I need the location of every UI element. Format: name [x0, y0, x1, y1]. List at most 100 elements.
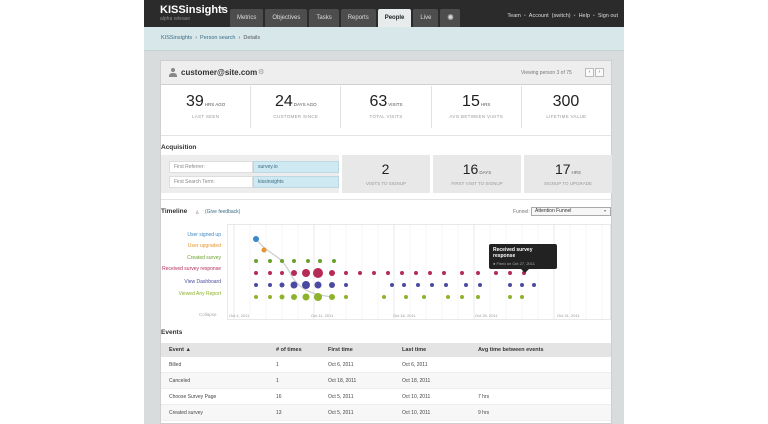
timeline-event-dot[interactable]: [254, 259, 258, 263]
timeline-event-dot[interactable]: [291, 270, 297, 276]
timeline-event-dot[interactable]: [358, 271, 362, 275]
timeline-event-dot[interactable]: [428, 271, 432, 275]
gear-icon[interactable]: ✺: [440, 9, 461, 27]
col-first-time[interactable]: First time: [328, 347, 353, 353]
timeline-event-dot[interactable]: [508, 283, 512, 287]
timeline-event-dot[interactable]: [442, 271, 446, 275]
breadcrumb-root[interactable]: KISSinsights: [161, 35, 193, 41]
timeline-event-dot[interactable]: [313, 268, 323, 278]
tab-people[interactable]: People: [377, 9, 412, 27]
timeline-event-dot[interactable]: [430, 283, 434, 287]
prev-person-button[interactable]: ‹: [585, 68, 594, 77]
timeline-event-dot[interactable]: [460, 271, 464, 275]
timeline-event-dot[interactable]: [261, 247, 267, 253]
timeline-event-dot[interactable]: [344, 271, 348, 275]
timeline-event-dot[interactable]: [280, 259, 284, 263]
timeline-event-dot[interactable]: [302, 269, 310, 277]
chevron-down-icon[interactable]: ▼: [219, 6, 226, 13]
col-times[interactable]: # of times: [276, 347, 302, 353]
col-last-time[interactable]: Last time: [402, 347, 427, 353]
timeline-event-dot[interactable]: [279, 294, 285, 300]
timeline-event-dot[interactable]: [329, 294, 335, 300]
collapse-link[interactable]: Collapse: [199, 312, 217, 317]
timeline-event-dot[interactable]: [460, 295, 464, 299]
tab-metrics[interactable]: Metrics: [230, 9, 264, 27]
timeline-event-dot[interactable]: [476, 271, 480, 275]
col-event[interactable]: Event ▲: [169, 347, 191, 353]
timeline-event-dot[interactable]: [382, 295, 386, 299]
next-person-button[interactable]: ›: [595, 68, 604, 77]
timeline-event-dot[interactable]: [520, 295, 524, 299]
timeline-event-dot[interactable]: [290, 281, 298, 289]
funnel-select[interactable]: Attention Funnel: [531, 207, 611, 216]
timeline-event-dot[interactable]: [291, 294, 297, 300]
table-row[interactable]: Choose Survey Page 16 Oct 5, 2011 Oct 10…: [161, 389, 611, 405]
timeline-event-dot[interactable]: [268, 295, 272, 299]
timeline-event-dot[interactable]: [254, 295, 258, 299]
timeline-event-dot[interactable]: [390, 283, 394, 287]
tab-live[interactable]: Live: [413, 9, 439, 27]
timeline-event-dot[interactable]: [253, 236, 259, 242]
timeline-event-dot[interactable]: [476, 295, 480, 299]
cell-event: Canceled: [169, 378, 191, 384]
table-row[interactable]: Created survey 13 Oct 5, 2011 Oct 10, 20…: [161, 405, 611, 421]
timeline-event-dot[interactable]: [268, 283, 272, 287]
timeline-event-dot[interactable]: [416, 283, 420, 287]
timeline-event-dot[interactable]: [254, 271, 258, 275]
first-referrer-value[interactable]: survey.io: [253, 161, 339, 173]
tab-objectives[interactable]: Objectives: [265, 9, 308, 27]
timeline-event-dot[interactable]: [344, 295, 348, 299]
timeline-event-dot[interactable]: [402, 283, 406, 287]
timeline-event-dot[interactable]: [332, 259, 336, 263]
timeline-event-dot[interactable]: [329, 282, 335, 288]
tab-tasks[interactable]: Tasks: [309, 9, 339, 27]
timeline-event-dot[interactable]: [400, 271, 404, 275]
timeline-event-dot[interactable]: [292, 259, 296, 263]
team-link[interactable]: Team: [507, 13, 521, 19]
timeline-event-dot[interactable]: [444, 283, 448, 287]
timeline-event-dot[interactable]: [318, 259, 322, 263]
timeline-event-dot[interactable]: [520, 283, 524, 287]
timeline-event-dot[interactable]: [302, 293, 310, 301]
timeline-event-dot[interactable]: [268, 271, 272, 275]
timeline-event-dot[interactable]: [314, 281, 322, 289]
timeline-event-dot[interactable]: [254, 283, 258, 287]
timeline-event-dot[interactable]: [386, 271, 390, 275]
switch-link[interactable]: (switch): [551, 13, 571, 19]
timeline-event-dot[interactable]: [344, 283, 348, 287]
timeline-event-dot[interactable]: [280, 271, 284, 275]
timeline-event-dot[interactable]: [302, 281, 310, 289]
timeline-event-dot[interactable]: [464, 283, 468, 287]
timeline-chart[interactable]: [227, 224, 611, 320]
account-link[interactable]: Account: [528, 13, 549, 19]
timeline-event-dot[interactable]: [404, 295, 408, 299]
timeline-event-dot[interactable]: [268, 259, 272, 263]
timeline-event-dot[interactable]: [306, 259, 310, 263]
timeline-event-dot[interactable]: [508, 295, 512, 299]
timeline-event-dot[interactable]: [279, 282, 285, 288]
timeline-event-dot[interactable]: [314, 293, 322, 301]
timeline-event-dot[interactable]: [508, 271, 512, 275]
viewing-index: 3: [556, 70, 560, 76]
col-avg-time[interactable]: Avg time between events: [478, 347, 544, 353]
tab-reports[interactable]: Reports: [340, 9, 376, 27]
timeline-event-dot[interactable]: [329, 270, 335, 276]
breadcrumb-parent[interactable]: Person search: [200, 35, 236, 41]
timeline-event-dot[interactable]: [414, 271, 418, 275]
signout-link[interactable]: Sign out: [597, 13, 618, 19]
timeline-event-dot[interactable]: [494, 271, 498, 275]
timeline-event-dot[interactable]: [446, 295, 450, 299]
table-row[interactable]: Canceled 1 Oct 18, 2011 Oct 18, 2011: [161, 373, 611, 389]
give-feedback-link[interactable]: (Give feedback): [205, 209, 241, 215]
cell-last: Oct 10, 2011: [402, 410, 431, 416]
first-search-value[interactable]: kissinsights: [253, 176, 339, 188]
timeline-event-dot[interactable]: [532, 283, 536, 287]
cell-event: Choose Survey Page: [169, 394, 217, 400]
timeline-event-dot[interactable]: [478, 283, 482, 287]
brand-logo[interactable]: KISSinsights: [160, 4, 228, 16]
table-row[interactable]: Billed 1 Oct 6, 2011 Oct 6, 2011: [161, 357, 611, 373]
help-link[interactable]: Help: [578, 13, 590, 19]
timeline-event-dot[interactable]: [372, 271, 376, 275]
settings-icon[interactable]: ⚙: [258, 69, 265, 76]
timeline-event-dot[interactable]: [422, 295, 426, 299]
